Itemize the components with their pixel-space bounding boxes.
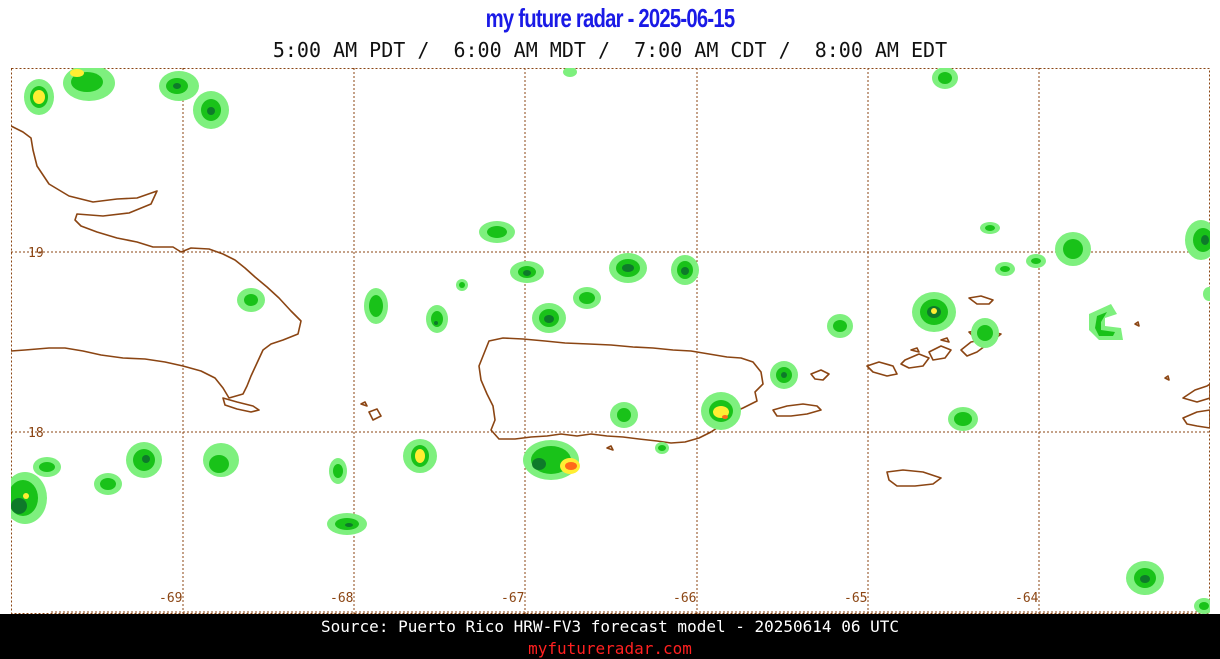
echo-top-right <box>932 68 958 89</box>
tortola <box>928 345 952 361</box>
echo-w <box>610 402 638 428</box>
anguilla <box>1182 383 1210 403</box>
st-martin <box>1182 409 1210 429</box>
echo-v <box>701 392 741 430</box>
tiny-island <box>1134 321 1140 327</box>
lon-label-67: -67 <box>501 591 524 606</box>
echo-s <box>1185 220 1210 260</box>
echo-c <box>609 253 647 283</box>
map-title: my future radar - 2025-06-15 <box>485 3 735 33</box>
mona-island <box>368 408 382 421</box>
lon-label-66: -66 <box>673 591 696 606</box>
echo-sw-4 <box>33 457 61 477</box>
echo-f <box>532 303 566 333</box>
echo-h <box>426 305 448 333</box>
radar-map: 19 18 -69 -68 -67 -66 -65 -64 <box>11 68 1210 614</box>
echo-se-1 <box>1126 561 1164 595</box>
echo-sw-1 <box>126 442 162 478</box>
hispaniola-coastline <box>11 125 302 399</box>
echo-topleft-1 <box>24 79 54 115</box>
grid-lines <box>11 68 1210 614</box>
culebra <box>810 369 830 381</box>
echo-south-pr <box>523 440 580 480</box>
map-border <box>11 68 1210 614</box>
echo-q <box>1055 232 1091 266</box>
echo-t <box>1203 287 1210 301</box>
echo-k <box>827 314 853 338</box>
echo-sw-3 <box>94 473 122 495</box>
lon-label-69: -69 <box>159 591 182 606</box>
echo-r <box>1089 304 1123 340</box>
echo-sw-7 <box>327 513 367 535</box>
coastlines <box>11 125 1210 487</box>
site-link[interactable]: myfutureradar.com <box>528 639 692 658</box>
desecheo <box>360 401 368 407</box>
echo-p <box>1026 254 1046 268</box>
echo-topleft-3 <box>159 71 199 101</box>
echo-b <box>510 261 544 283</box>
small-cays-2 <box>940 337 950 343</box>
echo-d <box>671 255 699 285</box>
echo-sw-2 <box>203 443 239 477</box>
echo-se-2 <box>1194 598 1210 614</box>
radar-echoes <box>11 68 1210 614</box>
echo-z <box>403 439 437 473</box>
echo-top-mid <box>563 68 577 77</box>
echo-n <box>980 222 1000 234</box>
echo-u <box>770 361 798 389</box>
echo-e <box>573 287 601 309</box>
st-croix <box>886 469 942 487</box>
st-thomas <box>866 361 898 377</box>
echo-topleft-2 <box>63 68 115 101</box>
lon-label-68: -68 <box>330 591 353 606</box>
echo-topleft-4 <box>193 91 229 129</box>
lon-label-64: -64 <box>1015 591 1039 606</box>
st-john-bvi <box>900 353 930 369</box>
lon-label-65: -65 <box>844 591 867 606</box>
caja-de-muertos <box>606 445 614 451</box>
lat-label-19: 19 <box>28 246 44 261</box>
time-zones-line: 5:00 AM PDT / 6:00 AM MDT / 7:00 AM CDT … <box>272 38 948 62</box>
puerto-rico-coastline <box>478 337 764 444</box>
echo-m <box>971 318 999 348</box>
echo-i <box>456 279 468 291</box>
echo-sw-6 <box>329 458 347 484</box>
echo-g <box>364 288 388 324</box>
echo-j <box>237 288 265 312</box>
echo-l <box>912 292 956 332</box>
lat-label-18: 18 <box>28 426 44 441</box>
echo-a <box>479 221 515 243</box>
saona-island <box>222 397 260 413</box>
radar-map-svg: 19 18 -69 -68 -67 -66 -65 -64 <box>11 68 1210 614</box>
echo-o <box>995 262 1015 276</box>
echo-y <box>948 407 978 431</box>
anegada <box>968 295 994 305</box>
small-cays-1 <box>910 347 920 353</box>
echo-x <box>655 442 669 454</box>
source-credit: Source: Puerto Rico HRW-FV3 forecast mod… <box>321 617 899 636</box>
footer-bar: Source: Puerto Rico HRW-FV3 forecast mod… <box>0 614 1220 659</box>
tiny-island-2 <box>1164 375 1170 381</box>
vieques <box>772 403 822 417</box>
echo-sw-5 <box>11 472 47 524</box>
